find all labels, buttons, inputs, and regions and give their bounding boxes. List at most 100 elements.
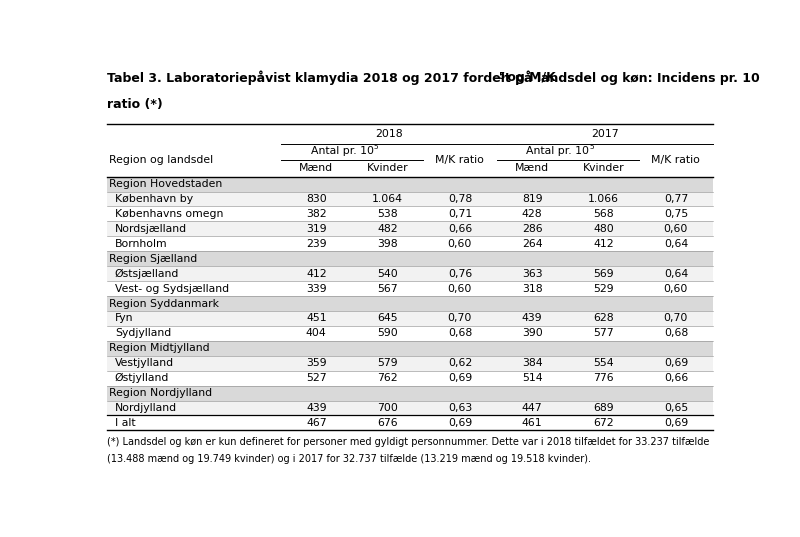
Text: Kvinder: Kvinder bbox=[366, 163, 409, 173]
Text: 527: 527 bbox=[306, 373, 326, 383]
Bar bbox=[107, 125, 713, 430]
Bar bbox=[107, 207, 713, 221]
Bar bbox=[107, 281, 713, 296]
Text: 2017: 2017 bbox=[590, 129, 618, 139]
Text: 0,64: 0,64 bbox=[664, 239, 688, 249]
Text: Tabel 3. Laboratoriepåvist klamydia 2018 og 2017 fordelt på landsdel og køn: Inc: Tabel 3. Laboratoriepåvist klamydia 2018… bbox=[107, 71, 760, 85]
Text: 0,60: 0,60 bbox=[448, 284, 472, 294]
Text: 404: 404 bbox=[306, 328, 326, 338]
Text: Bornholm: Bornholm bbox=[115, 239, 167, 249]
Text: Østsjælland: Østsjælland bbox=[115, 268, 179, 279]
Text: 762: 762 bbox=[378, 373, 398, 383]
Text: 5: 5 bbox=[498, 72, 505, 81]
Text: 0,64: 0,64 bbox=[664, 268, 688, 279]
Text: 0,78: 0,78 bbox=[448, 194, 472, 204]
Bar bbox=[107, 296, 713, 311]
Text: Region og landsdel: Region og landsdel bbox=[110, 155, 214, 165]
Text: 428: 428 bbox=[522, 209, 542, 219]
Text: 286: 286 bbox=[522, 224, 542, 234]
Bar bbox=[107, 371, 713, 386]
Text: og M/K: og M/K bbox=[503, 71, 556, 84]
Text: 439: 439 bbox=[306, 403, 326, 413]
Text: 412: 412 bbox=[594, 239, 614, 249]
Text: Antal pr. 10: Antal pr. 10 bbox=[526, 146, 590, 156]
Text: Københavns omegn: Københavns omegn bbox=[115, 209, 223, 219]
Text: Mænd: Mænd bbox=[299, 163, 334, 173]
Text: Vest- og Sydsjælland: Vest- og Sydsjælland bbox=[115, 284, 229, 294]
Text: 0,60: 0,60 bbox=[664, 224, 688, 234]
Text: 819: 819 bbox=[522, 194, 542, 204]
Text: 339: 339 bbox=[306, 284, 326, 294]
Text: 569: 569 bbox=[594, 268, 614, 279]
Text: 538: 538 bbox=[378, 209, 398, 219]
Text: 628: 628 bbox=[594, 314, 614, 323]
Text: 412: 412 bbox=[306, 268, 326, 279]
Text: 676: 676 bbox=[378, 418, 398, 428]
Text: 689: 689 bbox=[594, 403, 614, 413]
Text: 359: 359 bbox=[306, 358, 326, 368]
Text: 0,69: 0,69 bbox=[664, 418, 688, 428]
Text: 482: 482 bbox=[378, 224, 398, 234]
Text: 390: 390 bbox=[522, 328, 542, 338]
Text: 5: 5 bbox=[590, 143, 594, 150]
Text: 776: 776 bbox=[594, 373, 614, 383]
Text: (13.488 mænd og 19.749 kvinder) og i 2017 for 32.737 tilfælde (13.219 mænd og 19: (13.488 mænd og 19.749 kvinder) og i 201… bbox=[107, 454, 591, 464]
Bar bbox=[107, 326, 713, 341]
Bar bbox=[107, 160, 713, 177]
Text: 0,77: 0,77 bbox=[664, 194, 688, 204]
Bar bbox=[107, 311, 713, 326]
Bar bbox=[107, 192, 713, 207]
Bar bbox=[107, 386, 713, 401]
Text: 672: 672 bbox=[594, 418, 614, 428]
Text: 398: 398 bbox=[378, 239, 398, 249]
Text: 0,62: 0,62 bbox=[448, 358, 472, 368]
Text: 0,69: 0,69 bbox=[664, 358, 688, 368]
Text: Fyn: Fyn bbox=[115, 314, 134, 323]
Text: 0,66: 0,66 bbox=[664, 373, 688, 383]
Text: Antal pr. 10: Antal pr. 10 bbox=[310, 146, 374, 156]
Text: 0,70: 0,70 bbox=[664, 314, 688, 323]
Text: 830: 830 bbox=[306, 194, 326, 204]
Text: Region Midtjylland: Region Midtjylland bbox=[110, 343, 210, 353]
Text: Mænd: Mænd bbox=[515, 163, 550, 173]
Text: Østjylland: Østjylland bbox=[115, 373, 170, 383]
Text: 480: 480 bbox=[593, 224, 614, 234]
Text: 1.066: 1.066 bbox=[588, 194, 619, 204]
Text: Region Sjælland: Region Sjælland bbox=[110, 253, 198, 264]
Text: 0,69: 0,69 bbox=[448, 373, 472, 383]
Text: København by: København by bbox=[115, 194, 193, 204]
Text: 645: 645 bbox=[378, 314, 398, 323]
Text: 451: 451 bbox=[306, 314, 326, 323]
Text: Region Hovedstaden: Region Hovedstaden bbox=[110, 179, 222, 189]
Text: 0,71: 0,71 bbox=[448, 209, 472, 219]
Text: I alt: I alt bbox=[115, 418, 135, 428]
Text: 319: 319 bbox=[306, 224, 326, 234]
Text: 2018: 2018 bbox=[374, 129, 402, 139]
Text: 0,68: 0,68 bbox=[448, 328, 472, 338]
Text: 529: 529 bbox=[594, 284, 614, 294]
Bar bbox=[107, 177, 713, 192]
Bar bbox=[107, 355, 713, 371]
Text: Region Nordjylland: Region Nordjylland bbox=[110, 388, 213, 398]
Bar bbox=[107, 236, 713, 251]
Bar bbox=[107, 221, 713, 236]
Text: 5: 5 bbox=[374, 143, 378, 150]
Text: 514: 514 bbox=[522, 373, 542, 383]
Text: 318: 318 bbox=[522, 284, 542, 294]
Text: 439: 439 bbox=[522, 314, 542, 323]
Text: 461: 461 bbox=[522, 418, 542, 428]
Text: Vestjylland: Vestjylland bbox=[115, 358, 174, 368]
Text: Region Syddanmark: Region Syddanmark bbox=[110, 299, 219, 309]
Text: 264: 264 bbox=[522, 239, 542, 249]
Text: 0,75: 0,75 bbox=[664, 209, 688, 219]
Text: 0,65: 0,65 bbox=[664, 403, 688, 413]
Text: 579: 579 bbox=[378, 358, 398, 368]
Text: M/K ratio: M/K ratio bbox=[435, 155, 484, 165]
Bar bbox=[107, 416, 713, 430]
Text: 0,70: 0,70 bbox=[448, 314, 472, 323]
Text: 384: 384 bbox=[522, 358, 542, 368]
Text: ratio (*): ratio (*) bbox=[107, 98, 163, 111]
Text: 567: 567 bbox=[378, 284, 398, 294]
Text: 0,60: 0,60 bbox=[448, 239, 472, 249]
Bar bbox=[107, 144, 713, 160]
